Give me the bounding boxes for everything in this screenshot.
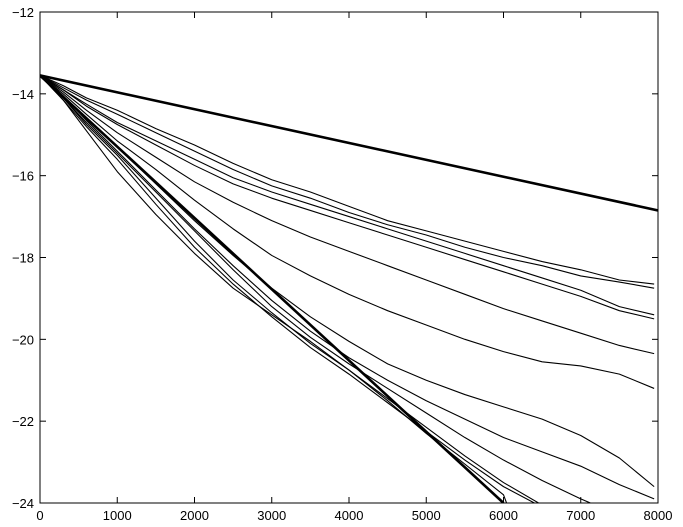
x-tick-label: 3000 xyxy=(257,508,286,523)
tick-layer xyxy=(39,11,659,504)
y-tick-label: −18 xyxy=(12,251,34,266)
series-line-6 xyxy=(40,74,655,355)
y-tick-label: −22 xyxy=(12,414,34,429)
x-tick-label: 5000 xyxy=(412,508,441,523)
series-line-4 xyxy=(40,74,655,316)
series-line-8 xyxy=(40,75,655,488)
y-tick-label: −12 xyxy=(12,5,34,20)
series-line-12 xyxy=(40,75,536,503)
series-line-5 xyxy=(40,74,655,320)
label-layer: 0 1000 2000 3000 4000 5000 6000 7000 8000 −24 −22 −… xyxy=(12,5,673,523)
y-tick-label: −20 xyxy=(12,332,34,347)
y-tick-label: −14 xyxy=(12,87,34,102)
series-line-9 xyxy=(40,75,655,500)
x-tick-label: 0 xyxy=(36,508,43,523)
x-tick-label: 2000 xyxy=(180,508,209,523)
y-tick-label: −24 xyxy=(12,496,34,511)
x-tick-label: 6000 xyxy=(489,508,518,523)
series-line-3 xyxy=(40,74,655,289)
series-line-13 xyxy=(40,75,508,503)
bound-line-0 xyxy=(40,74,658,212)
series-line-10 xyxy=(40,75,592,503)
x-tick-label: 4000 xyxy=(335,508,364,523)
series-layer xyxy=(40,74,658,503)
series-line-2 xyxy=(40,74,655,285)
x-tick-label: 7000 xyxy=(566,508,595,523)
y-tick-label: −16 xyxy=(12,169,34,184)
x-tick-label: 1000 xyxy=(103,508,132,523)
x-tick-label: 8000 xyxy=(644,508,673,523)
series-line-7 xyxy=(40,74,655,389)
